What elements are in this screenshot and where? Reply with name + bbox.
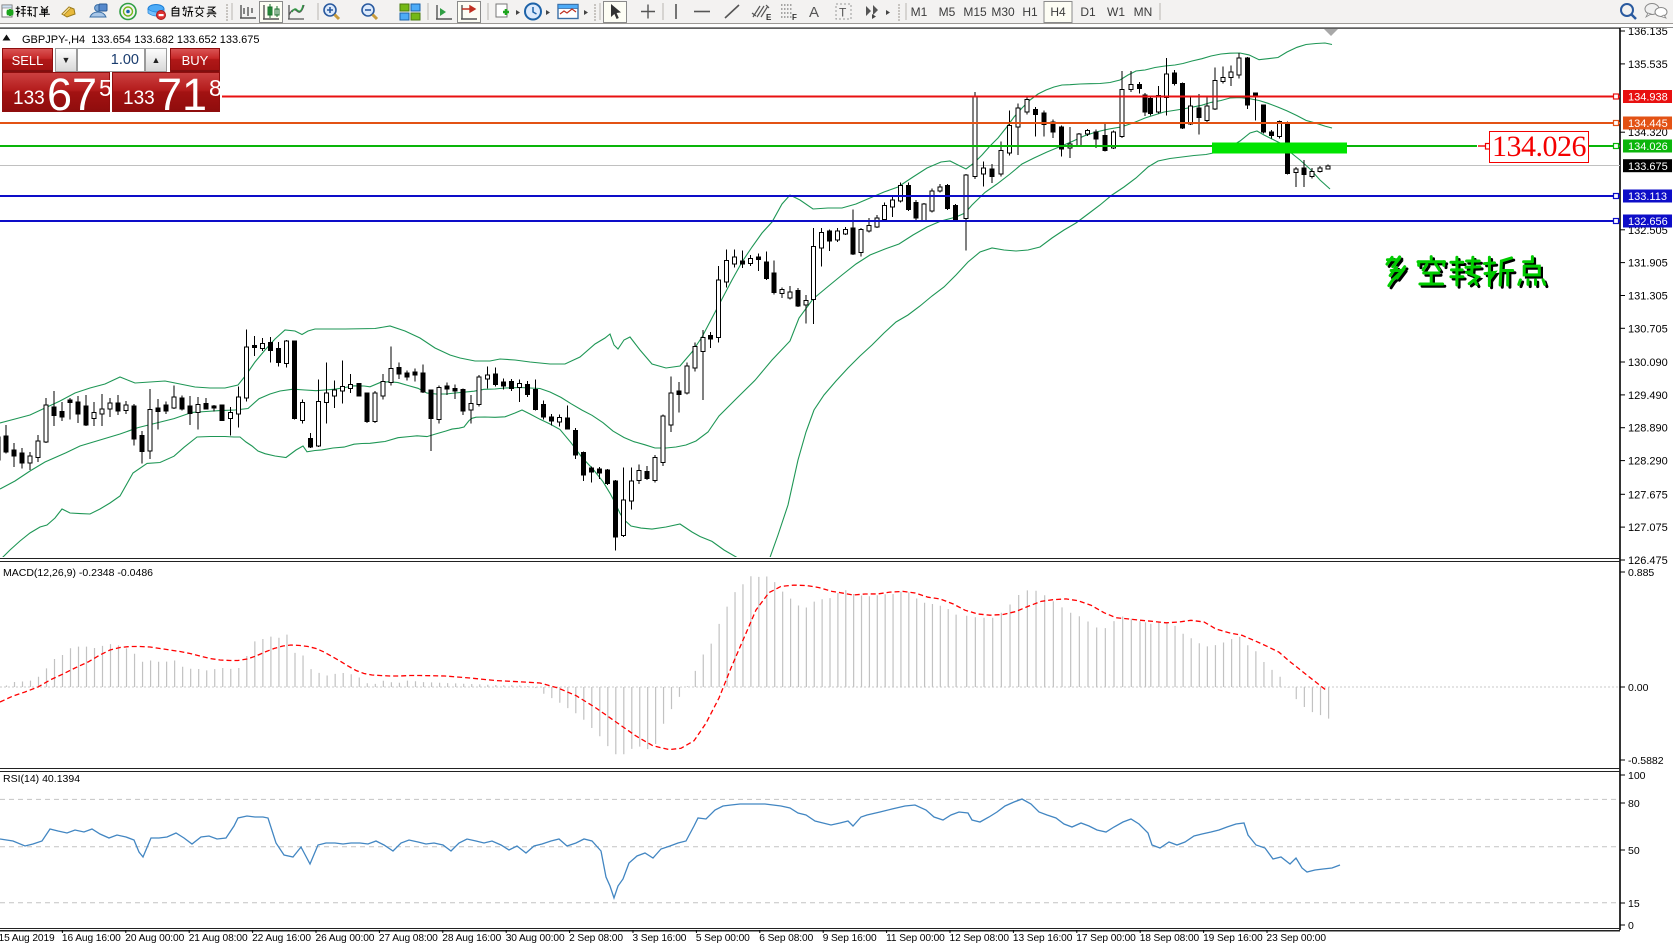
svg-text:0: 0: [1628, 920, 1634, 932]
svg-text:M15: M15: [963, 5, 987, 19]
svg-text:26 Aug 00:00: 26 Aug 00:00: [316, 933, 375, 944]
svg-text:0.885: 0.885: [1628, 567, 1654, 579]
svg-text:17 Sep 00:00: 17 Sep 00:00: [1076, 933, 1136, 944]
svg-text:18 Sep 08:00: 18 Sep 08:00: [1140, 933, 1200, 944]
svg-text:134.445: 134.445: [1628, 118, 1668, 130]
svg-text:M1: M1: [911, 5, 928, 19]
svg-text:M5: M5: [939, 5, 956, 19]
svg-text:3 Sep 16:00: 3 Sep 16:00: [633, 933, 687, 944]
svg-text:20 Aug 00:00: 20 Aug 00:00: [125, 933, 184, 944]
svg-text:H4: H4: [1050, 5, 1066, 19]
svg-text:MN: MN: [1134, 5, 1153, 19]
svg-text:-0.5882: -0.5882: [1628, 755, 1664, 767]
svg-text:22 Aug 16:00: 22 Aug 16:00: [252, 933, 311, 944]
svg-text:5 Sep 00:00: 5 Sep 00:00: [696, 933, 750, 944]
svg-text:133.113: 133.113: [1628, 191, 1667, 203]
svg-text:130.705: 130.705: [1628, 323, 1668, 335]
svg-text:GBPJPY-,H4 133.654 133.682 13: GBPJPY-,H4 133.654 133.682 133.652 133.6…: [22, 34, 260, 46]
svg-text:27 Aug 08:00: 27 Aug 08:00: [379, 933, 438, 944]
svg-text:21 Aug 08:00: 21 Aug 08:00: [189, 933, 248, 944]
svg-text:134.938: 134.938: [1628, 92, 1668, 104]
svg-text:50: 50: [1628, 845, 1640, 857]
svg-text:F: F: [792, 13, 797, 22]
svg-text:9 Sep 16:00: 9 Sep 16:00: [823, 933, 877, 944]
svg-text:127.075: 127.075: [1628, 522, 1668, 534]
svg-text:15: 15: [1628, 898, 1640, 910]
svg-text:19 Sep 16:00: 19 Sep 16:00: [1203, 933, 1263, 944]
svg-text:80: 80: [1628, 798, 1640, 810]
svg-text:130.090: 130.090: [1628, 357, 1668, 369]
svg-text:131.305: 131.305: [1628, 291, 1668, 303]
svg-text:0.00: 0.00: [1628, 682, 1649, 694]
svg-text:15 Aug 2019: 15 Aug 2019: [0, 933, 55, 944]
svg-text:129.490: 129.490: [1628, 390, 1668, 402]
svg-text:11 Sep 00:00: 11 Sep 00:00: [886, 933, 945, 944]
svg-text:RSI(14) 40.1394: RSI(14) 40.1394: [3, 773, 80, 785]
svg-text:16 Aug 16:00: 16 Aug 16:00: [62, 933, 121, 944]
svg-text:135.535: 135.535: [1628, 59, 1668, 71]
svg-text:A: A: [809, 4, 819, 21]
svg-text:M30: M30: [991, 5, 1015, 19]
svg-text:128.890: 128.890: [1628, 423, 1668, 435]
svg-text:136.135: 136.135: [1628, 26, 1668, 38]
svg-text:12 Sep 08:00: 12 Sep 08:00: [950, 933, 1010, 944]
svg-text:W1: W1: [1107, 5, 1125, 19]
svg-text:13 Sep 16:00: 13 Sep 16:00: [1013, 933, 1073, 944]
svg-text:6 Sep 08:00: 6 Sep 08:00: [759, 933, 813, 944]
svg-text:28 Aug 16:00: 28 Aug 16:00: [442, 933, 501, 944]
svg-text:30 Aug 00:00: 30 Aug 00:00: [506, 933, 565, 944]
svg-text:127.675: 127.675: [1628, 489, 1668, 501]
svg-text:D1: D1: [1080, 5, 1096, 19]
svg-text:134.026: 134.026: [1628, 141, 1668, 153]
svg-text:E: E: [766, 13, 772, 22]
svg-text:23 Sep 00:00: 23 Sep 00:00: [1267, 933, 1327, 944]
svg-text:132.505: 132.505: [1628, 225, 1668, 237]
svg-text:131.905: 131.905: [1628, 258, 1668, 270]
svg-text:132.656: 132.656: [1628, 216, 1668, 228]
svg-text:128.290: 128.290: [1628, 456, 1668, 468]
svg-text:MACD(12,26,9) -0.2348 -0.0486: MACD(12,26,9) -0.2348 -0.0486: [3, 567, 153, 579]
svg-text:126.475: 126.475: [1628, 555, 1668, 567]
svg-text:133.675: 133.675: [1628, 161, 1668, 173]
svg-text:T: T: [839, 6, 847, 20]
svg-text:100: 100: [1628, 770, 1646, 782]
svg-text:2 Sep 08:00: 2 Sep 08:00: [569, 933, 623, 944]
svg-text:134.320: 134.320: [1628, 127, 1668, 139]
svg-text:H1: H1: [1022, 5, 1038, 19]
